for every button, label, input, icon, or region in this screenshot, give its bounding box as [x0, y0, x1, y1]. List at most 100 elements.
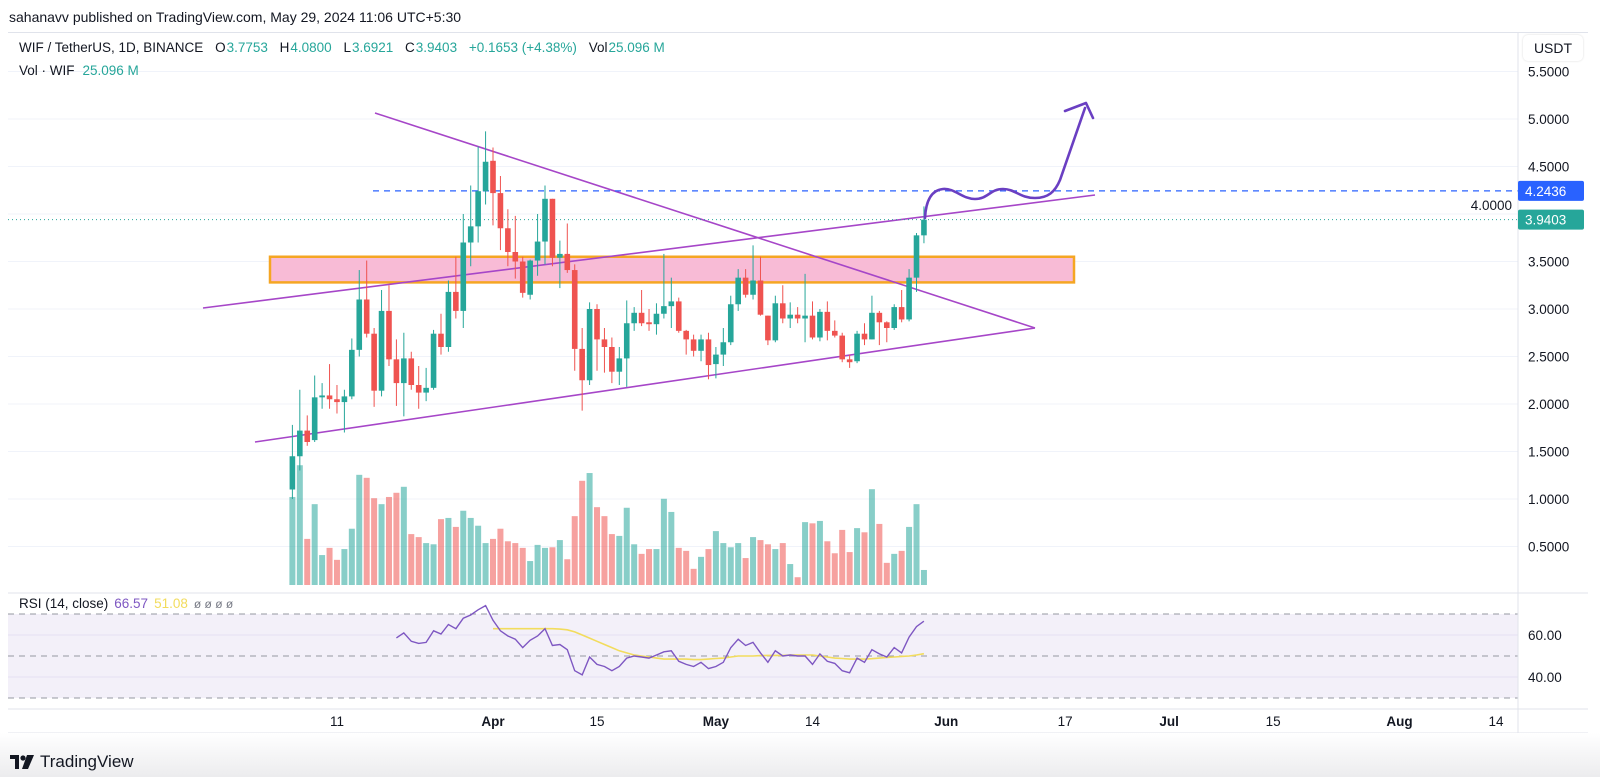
volume-bar	[326, 547, 333, 585]
candle-body	[705, 339, 712, 366]
candle-body	[787, 314, 793, 319]
price-axis[interactable]: 5.5000 5.0000 4.5000 4.0000 3.5000 3.0000 2.50…	[1471, 65, 1570, 555]
candle-body	[467, 226, 474, 243]
rsi-label[interactable]: RSI (14, close)	[19, 596, 109, 611]
candle-body	[304, 430, 311, 442]
candle-body	[661, 306, 667, 314]
projection-path[interactable]	[923, 106, 1087, 220]
candle-body	[378, 310, 385, 391]
volume-series-label[interactable]: Vol · WIF	[19, 63, 75, 78]
candle-body	[779, 303, 786, 319]
candle	[363, 260, 370, 338]
candle-body	[319, 395, 325, 398]
price-tick-label: 1.5000	[1528, 445, 1569, 460]
volume-bar	[371, 498, 378, 585]
candle	[683, 329, 689, 355]
na-values-icon: ø ø ø ø	[193, 597, 234, 611]
currency-button[interactable]: USDT	[1523, 35, 1583, 61]
volume-legend[interactable]: Vol · WIF 25.096 M	[19, 63, 147, 78]
time-tick-label: Jun	[934, 714, 958, 729]
volume-bar	[512, 543, 519, 585]
price-tick-label: 0.5000	[1528, 540, 1569, 555]
candle-body	[839, 335, 846, 360]
volume-bar	[393, 492, 400, 585]
candle-body	[675, 301, 682, 331]
candle-body	[772, 303, 779, 341]
volume-bar	[400, 486, 407, 585]
tradingview-logo-icon	[10, 755, 34, 769]
candle-body	[505, 228, 511, 252]
volume-bar	[646, 549, 653, 585]
rsi-axis[interactable]: 60.00 40.00	[1528, 628, 1562, 685]
volume-bar	[594, 507, 601, 585]
candle	[460, 214, 467, 328]
candle	[869, 295, 875, 340]
time-tick-label: Aug	[1386, 714, 1412, 729]
volume-bar	[490, 538, 496, 585]
candle-body	[586, 309, 593, 381]
candle-body	[564, 253, 571, 271]
ascending-lower-trendline[interactable]	[254, 327, 1036, 443]
high-value: 4.0800	[290, 40, 332, 55]
volume-bar	[705, 549, 712, 585]
candle	[794, 307, 801, 324]
volume-bar	[839, 529, 846, 585]
descending-trendline[interactable]	[374, 112, 1036, 329]
volume-bar	[660, 498, 667, 585]
volume-bar	[809, 523, 816, 585]
candle	[883, 321, 890, 343]
volume-bar	[876, 523, 883, 585]
ascending-upper-trendline[interactable]	[202, 194, 1096, 309]
rsi-line	[396, 604, 925, 676]
volume-bar	[519, 547, 526, 585]
candle	[423, 367, 429, 402]
candle-body	[750, 280, 756, 295]
time-tick-label: 14	[805, 714, 821, 729]
volume-bar	[556, 540, 563, 585]
candle	[720, 328, 727, 366]
symbol-title[interactable]: WIF / TetherUS, 1D, BINANCE	[19, 40, 204, 55]
candle-body	[386, 310, 392, 360]
candle-body	[363, 299, 370, 334]
candle-body	[534, 241, 541, 261]
candle-body	[445, 291, 452, 347]
last-price: 3.9403	[1525, 213, 1566, 228]
candle	[334, 385, 340, 414]
footer	[0, 733, 1600, 777]
candle-body	[460, 242, 467, 311]
candle	[438, 313, 444, 355]
volume-bar	[802, 522, 809, 585]
time-tick-label: May	[703, 714, 730, 729]
volume-bar	[601, 516, 608, 585]
candle	[817, 309, 823, 342]
candle	[467, 185, 474, 267]
candle	[430, 329, 437, 390]
volume-bar	[720, 543, 727, 585]
candle-body	[631, 312, 637, 324]
volume-bar	[742, 558, 749, 585]
support-resistance-zone[interactable]	[268, 255, 1076, 284]
candle	[891, 304, 898, 330]
time-tick-label: 15	[590, 714, 605, 729]
candle-body	[423, 387, 429, 393]
time-tick-label: 15	[1266, 714, 1281, 729]
price-tick-label: 2.5000	[1528, 350, 1569, 365]
horizontal-line-price-badge: 4.2436	[1518, 180, 1584, 201]
candle	[505, 209, 511, 267]
candle	[349, 338, 355, 400]
volume-bar	[891, 553, 898, 585]
candle-body	[668, 301, 675, 307]
volume-bar	[586, 473, 593, 585]
last-price-badge: 3.9403	[1518, 209, 1584, 230]
symbol-legend[interactable]: WIF / TetherUS, 1D, BINANCE O3.7753 H4.0…	[19, 40, 673, 55]
candle-body	[883, 322, 890, 328]
tradingview-logo[interactable]: TradingView	[10, 752, 134, 772]
candle	[742, 269, 749, 298]
candle	[393, 339, 400, 406]
candle-body	[549, 198, 556, 258]
rsi-legend[interactable]: RSI (14, close) 66.57 51.08 ø ø ø ø	[19, 596, 233, 611]
volume-bar	[831, 553, 838, 585]
volume-bar	[348, 528, 355, 585]
time-axis[interactable]: 11 Apr 15 May 14 Jun 17 Jul 15 Aug 14	[330, 714, 1504, 729]
